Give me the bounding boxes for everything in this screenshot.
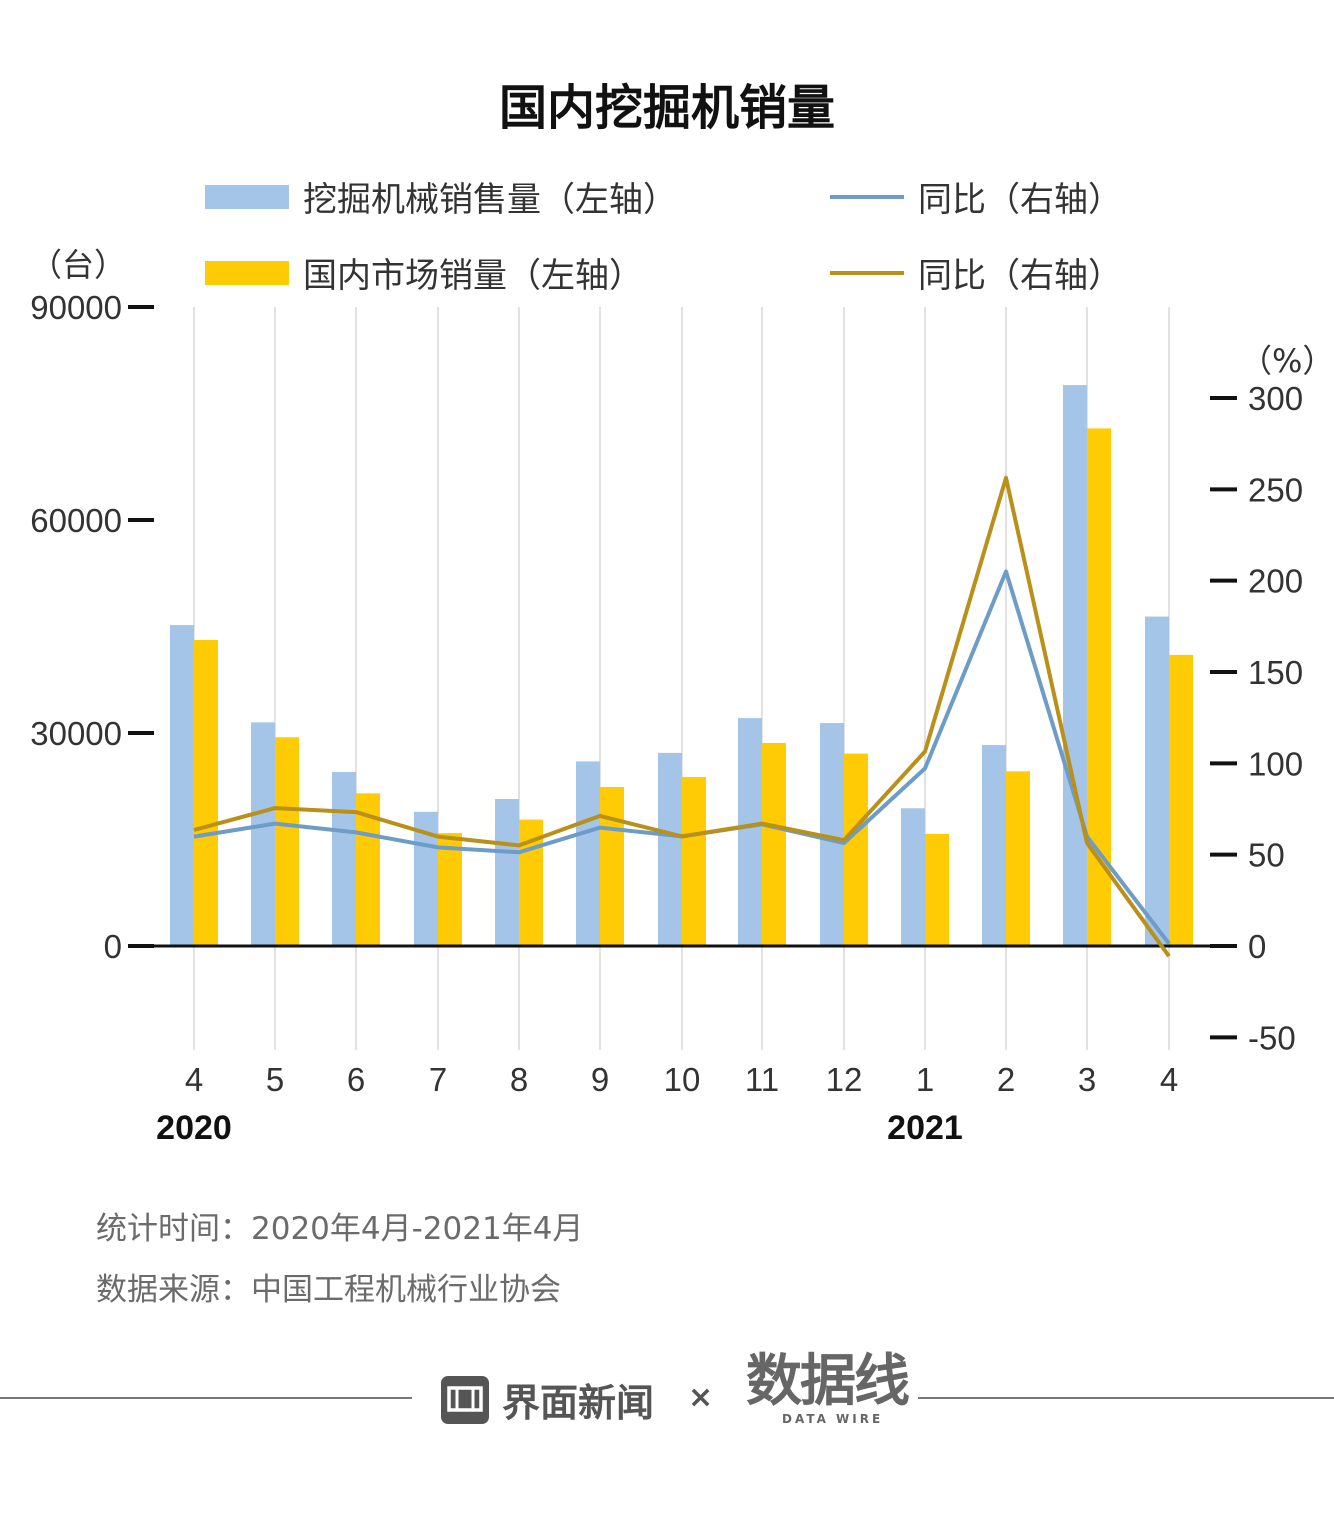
bar-domestic-9: [925, 833, 949, 946]
legend-label: 同比（右轴）: [918, 180, 1122, 220]
brand-datawire: 数据线 DATA WIRE: [746, 1349, 910, 1427]
bar-domestic-12: [1169, 654, 1193, 946]
legend-item-domestic-sales: 国内市场销量（左轴）: [205, 248, 643, 297]
bar-excavator-5: [576, 761, 600, 946]
right-tick-label-6: 0: [1248, 928, 1266, 965]
x-tick-label-10: 2: [997, 1061, 1015, 1098]
legend-item-excavator-sales: 挖掘机械销售量（左轴）: [205, 172, 677, 221]
bar-excavator-1: [251, 722, 275, 946]
bar-domestic-0: [194, 639, 218, 946]
brand-times: ×: [688, 1380, 714, 1415]
year-label-0: 2020: [156, 1109, 232, 1147]
brand-jiemian: 界面新闻: [440, 1372, 654, 1427]
bar-excavator-11: [1063, 385, 1087, 947]
year-label-1: 2021: [887, 1109, 963, 1147]
legend-label: 挖掘机械销售量（左轴）: [303, 180, 677, 220]
x-tick-label-2: 6: [347, 1061, 365, 1098]
footer-source: 数据来源：中国工程机械行业协会: [96, 1272, 561, 1308]
x-tick-label-5: 9: [591, 1061, 609, 1098]
legend-swatch-blue-line: [830, 194, 904, 199]
x-tick-label-4: 8: [510, 1061, 528, 1098]
right-tick-label-0: 300: [1248, 380, 1303, 417]
right-tick-label-5: 50: [1248, 837, 1285, 874]
left-tick-label-0: 90000: [30, 289, 122, 326]
chart-title: 国内挖掘机销量: [498, 80, 835, 136]
brand-name-jiemian: 界面新闻: [502, 1381, 655, 1425]
left-tick-label-3: 0: [104, 928, 122, 965]
right-tick-label-7: -50: [1248, 1019, 1296, 1056]
legend-swatch-gold-line: [830, 270, 904, 275]
bar-domestic-5: [600, 786, 624, 946]
legend-item-yoy-blue: 同比（右轴）: [830, 172, 1122, 221]
bar-excavator-7: [738, 718, 762, 946]
jiemian-logo-icon: [441, 1375, 489, 1424]
legend-label: 国内市场销量（左轴）: [303, 256, 643, 296]
bar-excavator-9: [901, 808, 925, 946]
x-tick-label-8: 12: [826, 1061, 863, 1098]
legend-label: 同比（右轴）: [918, 256, 1122, 296]
left-tick-label-2: 30000: [30, 715, 122, 752]
right-tick-label-3: 150: [1248, 654, 1303, 691]
datawire-logo-text: 数据线: [746, 1349, 910, 1414]
footer-rule-left: [0, 1397, 412, 1399]
right-tick-label-4: 100: [1248, 745, 1303, 782]
x-tick-label-7: 11: [745, 1061, 779, 1098]
right-axis-unit: （%）: [1240, 342, 1334, 380]
bar-domestic-1: [275, 737, 299, 946]
bar-excavator-0: [170, 625, 194, 946]
footer-period: 统计时间：2020年4月-2021年4月: [96, 1211, 584, 1247]
bar-excavator-2: [332, 772, 356, 946]
x-tick-label-0: 4: [185, 1061, 203, 1098]
left-tick-label-1: 60000: [30, 502, 122, 539]
bar-domestic-7: [762, 742, 786, 946]
legend-item-yoy-gold: 同比（右轴）: [830, 248, 1122, 297]
bar-domestic-3: [438, 833, 462, 946]
right-tick-label-2: 200: [1248, 563, 1303, 600]
bar-domestic-6: [682, 777, 706, 946]
bar-excavator-10: [982, 745, 1006, 946]
bar-domestic-10: [1006, 771, 1030, 946]
x-tick-label-6: 10: [664, 1061, 701, 1098]
left-axis-unit: （台）: [30, 246, 127, 284]
right-tick-label-1: 250: [1248, 471, 1303, 508]
x-tick-label-1: 5: [266, 1061, 284, 1098]
x-tick-label-12: 4: [1160, 1061, 1178, 1098]
footer-rule-right: [918, 1397, 1334, 1399]
bar-excavator-12: [1145, 616, 1169, 946]
series-line-3: [193, 475, 1171, 958]
legend-swatch-blue-bar: [205, 184, 289, 209]
bar-excavator-4: [495, 799, 519, 946]
x-tick-label-3: 7: [429, 1061, 447, 1098]
bar-excavator-6: [658, 752, 682, 946]
bar-domestic-8: [844, 753, 868, 946]
x-tick-label-9: 1: [916, 1061, 934, 1098]
x-tick-label-11: 3: [1078, 1061, 1096, 1098]
legend-swatch-yellow-bar: [205, 260, 289, 285]
datawire-logo-sub: DATA WIRE: [782, 1412, 884, 1426]
